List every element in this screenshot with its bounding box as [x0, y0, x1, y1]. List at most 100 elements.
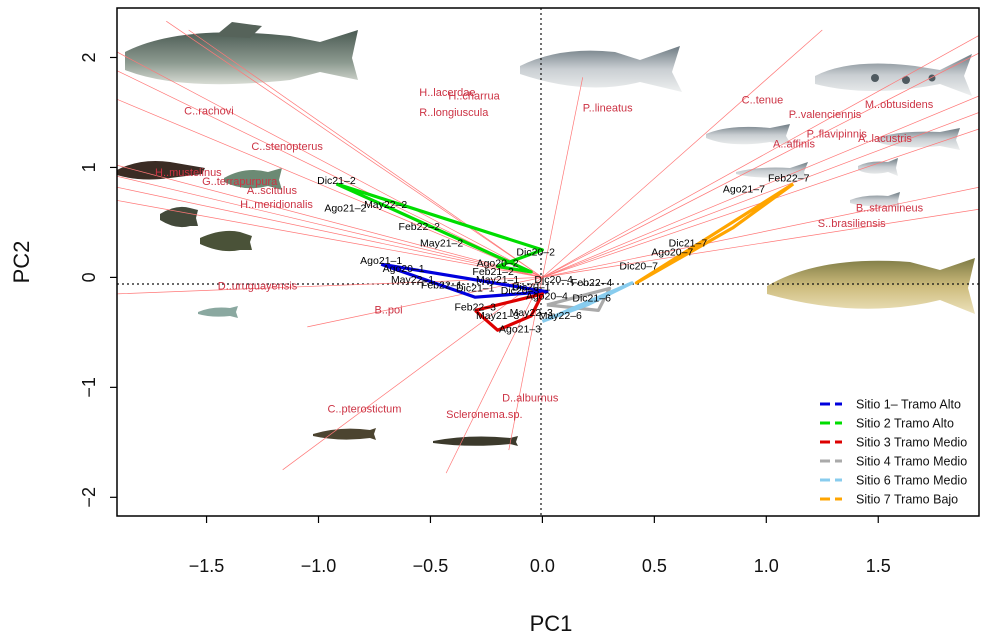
x-tick-label: −0.5 [413, 556, 449, 576]
site-point-label: May22–2 [364, 199, 407, 211]
site-point-label: Feb22–2 [399, 221, 441, 233]
loading-vector [542, 52, 979, 278]
loading-vector [188, 29, 543, 278]
loading-vector [117, 164, 543, 278]
species-label: D..uruguayensis [218, 280, 298, 292]
legend-label: Sitio 2 Tramo Alto [856, 417, 954, 431]
species-label: C..pterostictum [327, 404, 401, 416]
species-label: H..meridionalis [240, 199, 313, 211]
legend: Sitio 1– Tramo Alto Sitio 2 Tramo Alto Sit… [820, 398, 967, 507]
species-label: B..stramineus [856, 202, 924, 214]
site-point-label: Dic20–3 [501, 285, 540, 297]
fish-image-dorado [767, 258, 975, 314]
plot-frame [116, 7, 980, 517]
species-label: S..brasiliensis [818, 218, 886, 230]
loading-vector [117, 200, 543, 278]
site-point-label: Dic21–2 [317, 175, 356, 187]
site-point-label: Dic20–7 [619, 261, 658, 273]
y-tick-label: 0 [79, 272, 99, 282]
x-tick-label: 1.0 [754, 556, 779, 576]
fish-image-small-left [117, 161, 518, 446]
x-tick-label: 1.5 [866, 556, 891, 576]
species-label: A..scitulus [247, 185, 298, 197]
site-point-label: Ago21–3 [499, 323, 541, 335]
species-label: D..alburnus [502, 393, 559, 405]
legend-label: Sitio 7 Tramo Bajo [856, 493, 958, 507]
site-point-label: Dic21–6 [572, 293, 611, 305]
species-label: Scleronema.sp. [446, 409, 522, 421]
series-polygon [335, 182, 544, 274]
loading-vector [542, 186, 979, 278]
y-tick-label: 2 [79, 52, 99, 62]
x-tick-label: 0.0 [530, 556, 555, 576]
loading-vector [117, 186, 543, 278]
y-tick-label: −1 [79, 377, 99, 398]
site-point-label: May22–3 [510, 307, 553, 319]
site-point-label: May22–1 [391, 274, 434, 286]
site-series [335, 182, 795, 332]
loading-vector [282, 277, 543, 471]
site-point-label: Feb22–1 [421, 279, 463, 291]
site-point-label: Dic21–1 [456, 283, 495, 295]
loading-vector [445, 277, 543, 474]
site-point-label: Dic20–1 [512, 282, 551, 294]
species-label: H..lacerdae [419, 87, 475, 99]
species-label: C..tenue [742, 95, 784, 107]
series-polygon [380, 262, 549, 299]
species-label: P..lineatus [583, 102, 633, 114]
species-label: A..lacustris [858, 133, 912, 145]
x-tick-label: −1.5 [189, 556, 225, 576]
y-tick-label: −2 [79, 487, 99, 508]
species-label: R..longiuscula [419, 107, 489, 119]
loading-vector [542, 208, 979, 278]
legend-label: Sitio 3 Tramo Medio [856, 436, 967, 450]
site-point-label: Feb22–4 [571, 277, 613, 289]
y-tick-label: 1 [79, 162, 99, 172]
loading-vector [542, 35, 979, 278]
species-label: H..charrua [448, 90, 500, 102]
y-axis-title: PC2 [9, 241, 34, 284]
species-label: P..valenciennis [789, 109, 862, 121]
fish-image-hoplias [125, 22, 358, 85]
site-point-label: Ago21–2 [324, 202, 366, 214]
site-point-label: Feb21–2 [472, 266, 514, 278]
site-point-label: Ago21–7 [723, 184, 765, 196]
site-point-label: Feb22–3 [455, 301, 497, 313]
legend-label: Sitio 1– Tramo Alto [856, 398, 961, 412]
fish-image-megaleporinus [815, 54, 972, 96]
y-axis: −2 −1 0 1 2 [79, 52, 117, 508]
series-polygon [634, 182, 795, 285]
species-label: A..affinis [773, 139, 815, 151]
site-point-label: Dic20–4 [534, 274, 573, 286]
species-label: M..obtusidens [865, 99, 934, 111]
species-label: H..mustelinus [155, 167, 222, 179]
loading-vector [117, 70, 543, 278]
site-point-label: May21–2 [420, 238, 463, 250]
species-loading-vectors [117, 20, 979, 474]
site-point-label: May22–6 [539, 310, 582, 322]
site-point-label: Dic21–7 [669, 238, 708, 250]
loading-vector [542, 112, 979, 278]
site-point-label: Ago21–1 [360, 255, 402, 267]
site-point-label: Ago20–2 [477, 257, 519, 269]
site-point-label: Ago20–7 [651, 246, 693, 258]
fish-images [117, 22, 975, 446]
site-point-label: Ago20–1 [383, 263, 425, 275]
x-axis: −1.5 −1.0 −0.5 0.0 0.5 1.0 1.5 [189, 516, 891, 576]
x-axis-title: PC1 [530, 611, 573, 636]
site-point-label: Feb22–7 [768, 173, 810, 185]
site-point-label: May21–1 [476, 274, 519, 286]
species-label: C..stenopterus [251, 141, 323, 153]
legend-label: Sitio 6 Tramo Medio [856, 474, 967, 488]
species-label: P..flavipinnis [807, 129, 868, 141]
loading-vector [117, 98, 543, 278]
loading-vector [166, 20, 543, 278]
loading-vector [542, 95, 979, 278]
series-polygon [474, 292, 544, 332]
loading-vector [117, 51, 543, 278]
loading-vector [117, 175, 543, 278]
species-label: B..poi [374, 305, 402, 317]
